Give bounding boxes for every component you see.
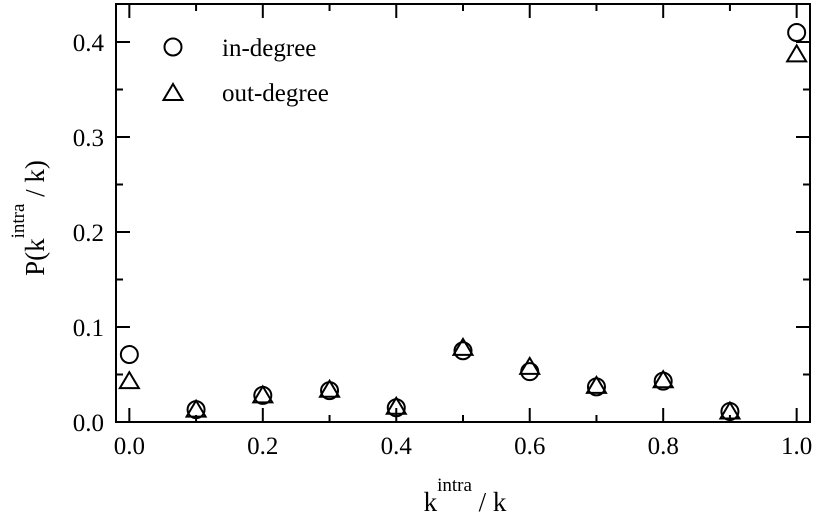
x-tick-label: 0.0 <box>114 433 145 460</box>
y-axis-label-prefix: P(k <box>20 238 50 276</box>
out-degree-point <box>718 400 742 420</box>
y-tick-label: 0.4 <box>73 30 105 57</box>
out-degree-point <box>251 384 275 404</box>
in-degree-point <box>453 341 473 361</box>
points-layer <box>118 23 808 422</box>
legend-label: in-degree <box>222 35 316 62</box>
x-tick-label: 0.8 <box>648 433 679 460</box>
out-degree-point <box>118 370 141 390</box>
y-tick-label: 0.3 <box>73 125 104 152</box>
y-axis-label: P(kintra / k) <box>8 160 50 276</box>
out-degree-point <box>451 336 475 356</box>
legend: in-degree out-degree <box>161 35 329 107</box>
x-tick-label: 0.6 <box>514 433 545 460</box>
in-degree-point <box>520 362 540 382</box>
y-tick-label: 0.2 <box>73 220 104 247</box>
in-degree-point <box>787 23 807 42</box>
x-axis-label-base: k <box>424 487 438 516</box>
out-degree-point <box>385 395 408 415</box>
labels-layer: kintra / k P(kintra / k) <box>8 160 507 517</box>
legend-triangle-icon <box>161 82 185 101</box>
ticks-layer: 0.0 0.2 0.4 0.6 0.8 1.0 0.0 0.1 0.2 0.3 0.4 <box>73 4 812 460</box>
out-degree-point <box>184 398 208 418</box>
y-axis-label-superscript: intra <box>8 203 29 238</box>
plot-frame <box>115 3 811 423</box>
y-tick-label: 0.0 <box>73 410 104 437</box>
out-degree-point <box>518 355 541 375</box>
out-degree-point <box>585 374 608 394</box>
out-degree-point <box>785 43 808 63</box>
x-axis-label-superscript: intra <box>437 475 472 496</box>
legend-label: out-degree <box>222 80 329 107</box>
x-tick-label: 0.2 <box>247 433 278 460</box>
out-degree-point <box>318 378 341 398</box>
y-axis-label-suffix: / k) <box>20 160 50 204</box>
x-axis-label: kintra / k <box>424 475 507 516</box>
legend-circle-icon <box>163 37 183 57</box>
y-tick-label: 0.1 <box>73 315 104 342</box>
x-tick-label: 1.0 <box>781 433 812 460</box>
x-tick-label: 0.4 <box>381 433 413 460</box>
x-axis-label-suffix: / k <box>472 487 507 516</box>
out-degree-point <box>651 369 675 389</box>
in-degree-point <box>119 345 139 365</box>
